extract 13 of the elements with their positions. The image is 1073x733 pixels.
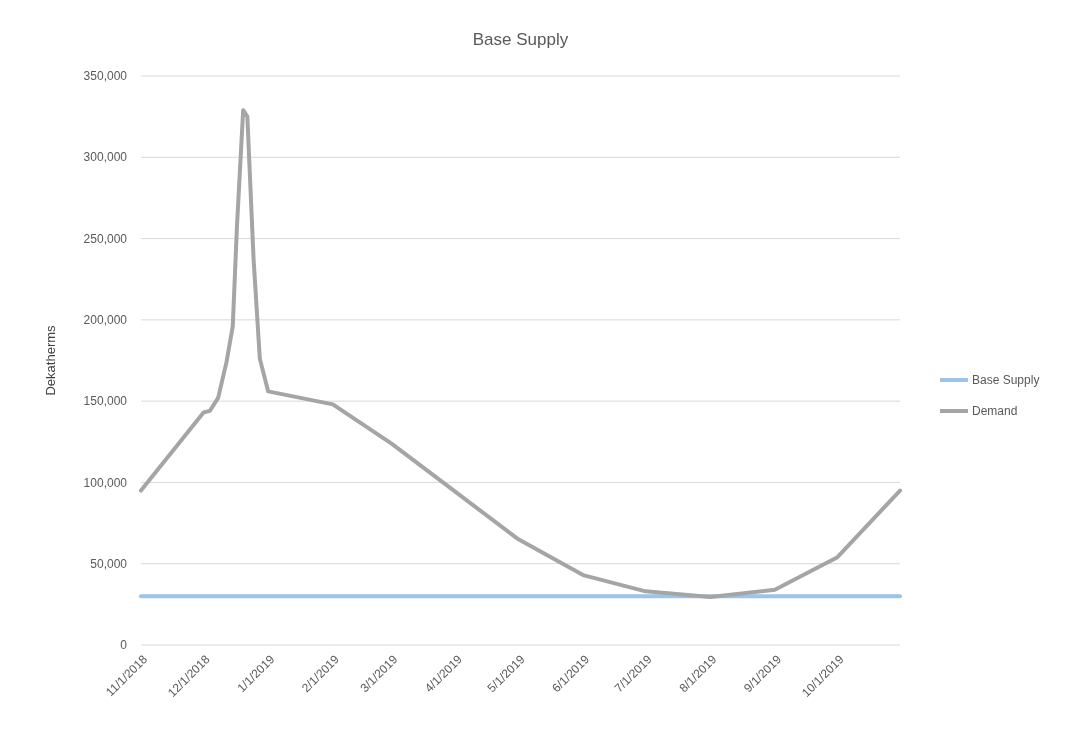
y-tick-label: 250,000: [83, 231, 128, 246]
y-tick-label: 300,000: [83, 150, 128, 165]
legend-label: Base Supply: [972, 373, 1040, 388]
y-tick-label: 50,000: [90, 556, 128, 571]
y-tick-label: 100,000: [83, 475, 128, 490]
y-tick-label: 350,000: [83, 69, 128, 84]
line-series: [139, 108, 902, 600]
y-tick-label: 200,000: [83, 313, 128, 328]
legend-label: Demand: [972, 404, 1018, 419]
chart-title: Base Supply: [472, 30, 569, 49]
y-tick-label: 0: [120, 638, 128, 653]
y-axis-title: Dekatherms: [43, 324, 58, 396]
y-tick-label: 150,000: [83, 394, 128, 409]
